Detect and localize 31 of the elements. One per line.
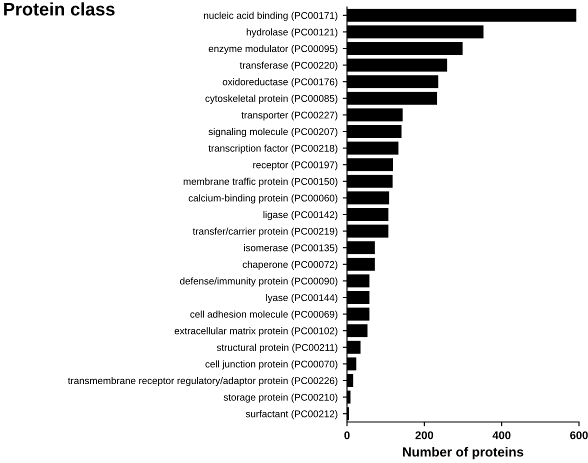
- y-tick-label: chaperone (PC00072): [242, 260, 338, 270]
- x-tick-label: 200: [415, 431, 434, 440]
- x-tick-label: 600: [570, 431, 588, 440]
- text: Protein class: [4, 2, 115, 16]
- y-tick-label: hydrolase (PC00121): [246, 28, 338, 38]
- y-tick-label: ligase (PC00142): [264, 210, 338, 220]
- y-tick-label: extracellular matrix protein (PC00102): [174, 327, 338, 336]
- y-tick-label: transporter (PC00227): [241, 111, 338, 120]
- y-tick-label: cytoskeletal protein (PC00085): [205, 94, 338, 104]
- y-tick-label: transferase (PC00220): [240, 62, 338, 71]
- y-tick-label: receptor (PC00197): [253, 161, 338, 170]
- y-tick-label: structural protein (PC00211): [216, 344, 338, 353]
- y-tick-label: cell junction protein (PC00070): [205, 360, 338, 370]
- x-axis-title: Number of proteins: [403, 446, 524, 460]
- y-tick-label: isomerase (PC00135): [244, 244, 338, 254]
- y-tick-label: calcium-binding protein (PC00060): [188, 194, 338, 204]
- y-tick-label: lyase (PC00144): [266, 294, 338, 304]
- y-tick-label: storage protein (PC00210): [224, 394, 338, 403]
- y-tick-label: enzyme modulator (PC00095): [208, 44, 338, 54]
- y-tick-label: defense/immunity protein (PC00090): [180, 277, 338, 286]
- y-tick-label: transmembrane receptor regulatory/adaptor protein (PC00226): [68, 376, 338, 386]
- y-tick-label: cell adhesion molecule (PC00069): [190, 310, 338, 320]
- x-tick-label: 0: [344, 431, 350, 440]
- y-tick-label: surfactant (PC00212): [246, 410, 338, 420]
- y-tick-label: nucleic acid binding (PC00171): [204, 12, 338, 21]
- x-tick-label: 400: [492, 431, 510, 440]
- y-tick-label: oxidoreductase (PC00176): [222, 78, 338, 88]
- y-tick-label: signaling molecule (PC00207): [208, 128, 338, 138]
- y-tick-label: transfer/carrier protein (PC00219): [192, 228, 338, 237]
- y-tick-label: membrane traffic protein (PC00150): [184, 178, 338, 187]
- y-tick-label: transcription factor (PC00218): [208, 144, 338, 154]
